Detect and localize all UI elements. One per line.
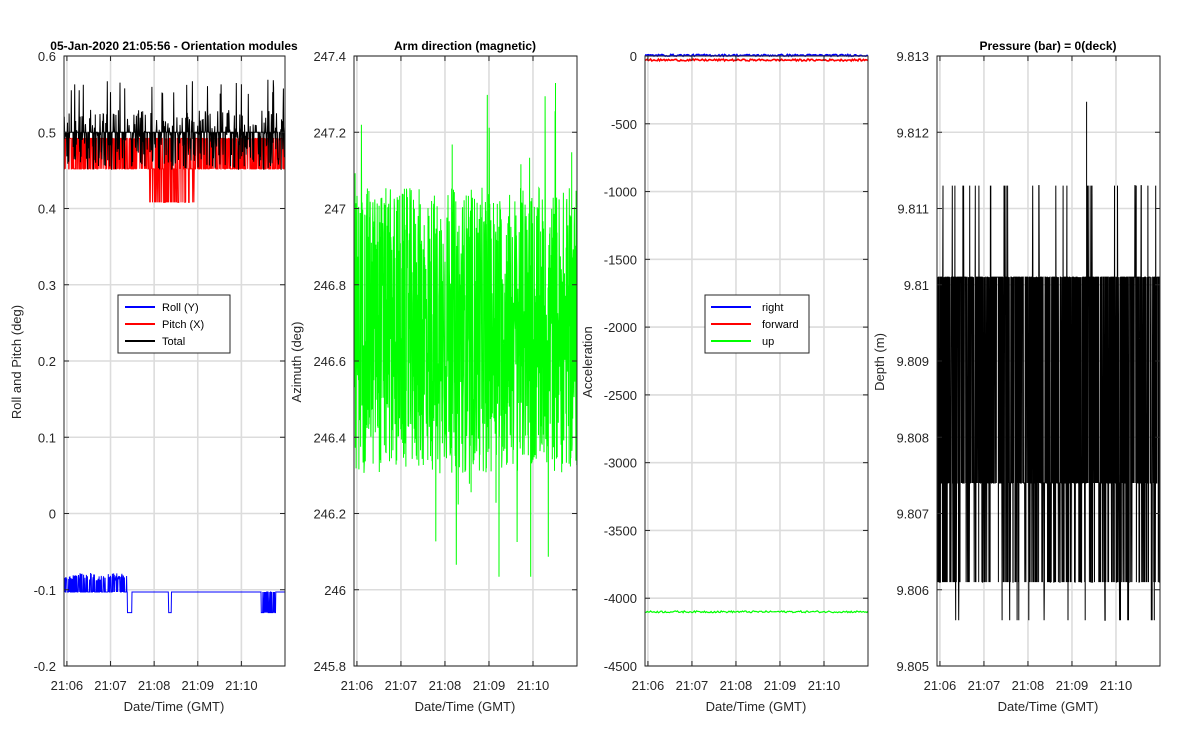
series-depth-line bbox=[936, 101, 1161, 621]
y-tick-label: -4500 bbox=[604, 659, 637, 674]
y-tick-label: 246 bbox=[324, 583, 346, 598]
x-tick-label: 21:07 bbox=[94, 678, 127, 693]
x-tick-label: 21:07 bbox=[968, 678, 1001, 693]
panel-acceleration-legend: right forward up bbox=[704, 294, 810, 354]
y-tick-label: -1500 bbox=[604, 252, 637, 267]
panel-orientation-ticks: 21:06 21:07 21:08 21:09 21:10 -0.2 -0.1 0 0.1 0.2… bbox=[34, 49, 285, 693]
y-tick-label: 9.812 bbox=[896, 125, 929, 140]
y-tick-label: 0.4 bbox=[38, 202, 56, 217]
panel-pressure-plot-area bbox=[936, 101, 1161, 621]
panel-arm-direction-plot-area bbox=[353, 82, 578, 577]
series-roll-line bbox=[63, 572, 285, 614]
legend-label-forward: forward bbox=[762, 319, 799, 331]
y-tick-label: -4000 bbox=[604, 591, 637, 606]
y-tick-label: 245.8 bbox=[313, 659, 346, 674]
series-forward-line bbox=[644, 57, 869, 63]
panel-orientation-plot-area bbox=[63, 79, 286, 614]
panel-pressure-title: Pressure (bar) = 0(deck) bbox=[979, 39, 1116, 53]
x-tick-label: 21:09 bbox=[764, 678, 797, 693]
panel-orientation-grid bbox=[64, 55, 285, 667]
panel-acceleration: 21:06 21:07 21:08 21:09 21:10 -4500 -4000 -3500… bbox=[580, 49, 869, 714]
y-tick-label: -1000 bbox=[604, 185, 637, 200]
y-tick-label: -2000 bbox=[604, 320, 637, 335]
y-tick-label: 9.806 bbox=[896, 583, 929, 598]
y-tick-label: 246.4 bbox=[313, 430, 346, 445]
panel-arm-direction-xlabel: Date/Time (GMT) bbox=[415, 699, 516, 714]
y-tick-label: 0.6 bbox=[38, 49, 56, 64]
x-tick-label: 21:06 bbox=[632, 678, 665, 693]
y-tick-label: 9.805 bbox=[896, 659, 929, 674]
y-tick-label: 246.6 bbox=[313, 354, 346, 369]
panel-pressure-xlabel: Date/Time (GMT) bbox=[998, 699, 1099, 714]
series-azimuth-line bbox=[353, 82, 578, 577]
panel-orientation-legend: Roll (Y) Pitch (X) Total bbox=[117, 294, 231, 354]
legend-label-roll: Roll (Y) bbox=[162, 302, 199, 314]
panel-acceleration-axes-frame bbox=[644, 55, 869, 667]
y-tick-label: -0.1 bbox=[34, 583, 56, 598]
x-tick-label: 21:10 bbox=[225, 678, 258, 693]
y-tick-label: 9.81 bbox=[904, 278, 929, 293]
series-up-line bbox=[644, 609, 869, 614]
x-tick-label: 21:09 bbox=[473, 678, 506, 693]
x-tick-label: 21:08 bbox=[720, 678, 753, 693]
x-tick-label: 21:08 bbox=[429, 678, 462, 693]
series-total-line bbox=[63, 79, 286, 170]
panel-pressure: 21:06 21:07 21:08 21:09 21:10 9.805 9.806 9.807… bbox=[872, 39, 1161, 714]
legend-label-right: right bbox=[762, 302, 783, 314]
x-tick-label: 21:06 bbox=[341, 678, 374, 693]
y-tick-label: 0.2 bbox=[38, 354, 56, 369]
y-tick-label: -500 bbox=[611, 117, 637, 132]
y-tick-label: 247 bbox=[324, 202, 346, 217]
x-tick-label: 21:07 bbox=[385, 678, 418, 693]
y-tick-label: -2500 bbox=[604, 388, 637, 403]
x-tick-label: 21:08 bbox=[138, 678, 171, 693]
panel-acceleration-xlabel: Date/Time (GMT) bbox=[706, 699, 807, 714]
panel-orientation: 21:06 21:07 21:08 21:09 21:10 -0.2 -0.1 0 0.1 0.2… bbox=[9, 39, 298, 714]
x-tick-label: 21:06 bbox=[924, 678, 957, 693]
y-tick-label: 247.4 bbox=[313, 49, 346, 64]
panel-pressure-ylabel: Depth (m) bbox=[872, 333, 887, 391]
panel-pressure-ticks: 21:06 21:07 21:08 21:09 21:10 9.805 9.806 9.807… bbox=[896, 49, 1160, 693]
x-tick-label: 21:07 bbox=[676, 678, 709, 693]
x-tick-label: 21:09 bbox=[1056, 678, 1089, 693]
x-tick-label: 21:06 bbox=[51, 678, 84, 693]
y-tick-label: -3500 bbox=[604, 523, 637, 538]
legend-label-total: Total bbox=[162, 336, 185, 348]
panel-orientation-title: 05-Jan-2020 21:05:56 - Orientation modul… bbox=[50, 39, 298, 53]
x-tick-label: 21:10 bbox=[808, 678, 841, 693]
panel-orientation-xlabel: Date/Time (GMT) bbox=[124, 699, 225, 714]
y-tick-label: 0.1 bbox=[38, 430, 56, 445]
x-tick-label: 21:10 bbox=[1100, 678, 1133, 693]
y-tick-label: 0.5 bbox=[38, 125, 56, 140]
y-tick-label: -0.2 bbox=[34, 659, 56, 674]
y-tick-label: 9.809 bbox=[896, 354, 929, 369]
y-tick-label: 246.2 bbox=[313, 507, 346, 522]
panel-orientation-ylabel: Roll and Pitch (deg) bbox=[9, 305, 24, 419]
y-tick-label: 0 bbox=[49, 507, 56, 522]
y-tick-label: 9.811 bbox=[897, 202, 929, 217]
y-tick-label: 9.813 bbox=[896, 49, 929, 64]
panel-arm-direction: 21:06 21:07 21:08 21:09 21:10 245.8 246 246.2 24… bbox=[289, 39, 578, 714]
y-tick-label: 246.8 bbox=[313, 278, 346, 293]
y-tick-label: 0.3 bbox=[38, 278, 56, 293]
y-tick-label: 9.807 bbox=[896, 507, 929, 522]
y-tick-label: 0 bbox=[630, 49, 637, 64]
panel-acceleration-ticks: 21:06 21:07 21:08 21:09 21:10 -4500 -4000 -3500… bbox=[604, 49, 868, 693]
x-tick-label: 21:10 bbox=[517, 678, 550, 693]
y-tick-label: 9.808 bbox=[896, 430, 929, 445]
legend-label-up: up bbox=[762, 336, 774, 348]
y-tick-label: -3000 bbox=[604, 456, 637, 471]
panel-arm-direction-ylabel: Azimuth (deg) bbox=[289, 322, 304, 403]
y-tick-label: 247.2 bbox=[313, 125, 346, 140]
panel-arm-direction-title: Arm direction (magnetic) bbox=[394, 39, 536, 53]
x-tick-label: 21:09 bbox=[181, 678, 214, 693]
panel-acceleration-ylabel: Acceleration bbox=[580, 326, 595, 398]
legend-label-pitch: Pitch (X) bbox=[162, 319, 204, 331]
x-tick-label: 21:08 bbox=[1012, 678, 1045, 693]
panel-arm-direction-ticks: 21:06 21:07 21:08 21:09 21:10 245.8 246 246.2 24… bbox=[313, 49, 577, 693]
